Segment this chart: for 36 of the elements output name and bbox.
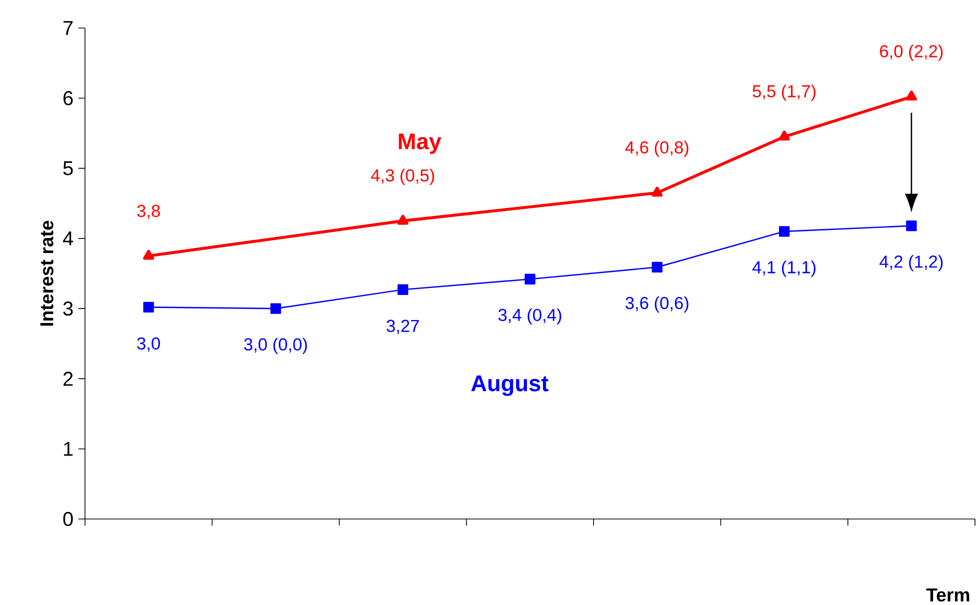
y-axis-title: Interest rate <box>40 220 54 326</box>
data-label: 3,0 (0,0) <box>244 338 307 354</box>
point <box>652 262 662 273</box>
point <box>270 303 282 314</box>
data-label: 4,1 (1,1) <box>752 260 816 277</box>
y-tick-label: 3 <box>63 301 73 316</box>
y-tick-label: 1 <box>64 442 73 456</box>
data-label: 4,3 (0,5) <box>370 168 434 185</box>
data-label: 6,0 (2,2) <box>880 44 943 61</box>
text: August <box>471 376 548 396</box>
data-label: 3,6 (0,6) <box>626 296 688 313</box>
point <box>524 274 536 284</box>
data-label: 3,8 <box>137 204 160 220</box>
point <box>398 284 408 295</box>
data-label: 3,4 (0,4) <box>498 308 562 325</box>
point <box>143 250 154 260</box>
y-tick-label: 5 <box>63 161 73 176</box>
point <box>778 226 790 237</box>
data-label: 4,6 (0,8) <box>625 140 688 157</box>
data-label: 3,0 <box>137 337 160 352</box>
y-tick-label: 0 <box>63 512 73 526</box>
y-tick-label: 2 <box>64 372 73 386</box>
point <box>778 130 790 141</box>
text: May <box>398 134 442 154</box>
point <box>143 302 154 312</box>
point <box>397 214 408 225</box>
data-label: 4,2 (1,2) <box>880 255 943 272</box>
y-tick-label: 6 <box>64 91 73 106</box>
data-label: 5,5 (1,7) <box>752 84 816 101</box>
data-label: 3,27 <box>386 320 419 334</box>
point <box>652 186 663 197</box>
y-tick-label: 7 <box>64 21 73 35</box>
y-tick-label: 4 <box>62 232 74 246</box>
point <box>906 220 917 232</box>
point <box>906 90 917 101</box>
x-axis-title: Term <box>926 588 970 602</box>
